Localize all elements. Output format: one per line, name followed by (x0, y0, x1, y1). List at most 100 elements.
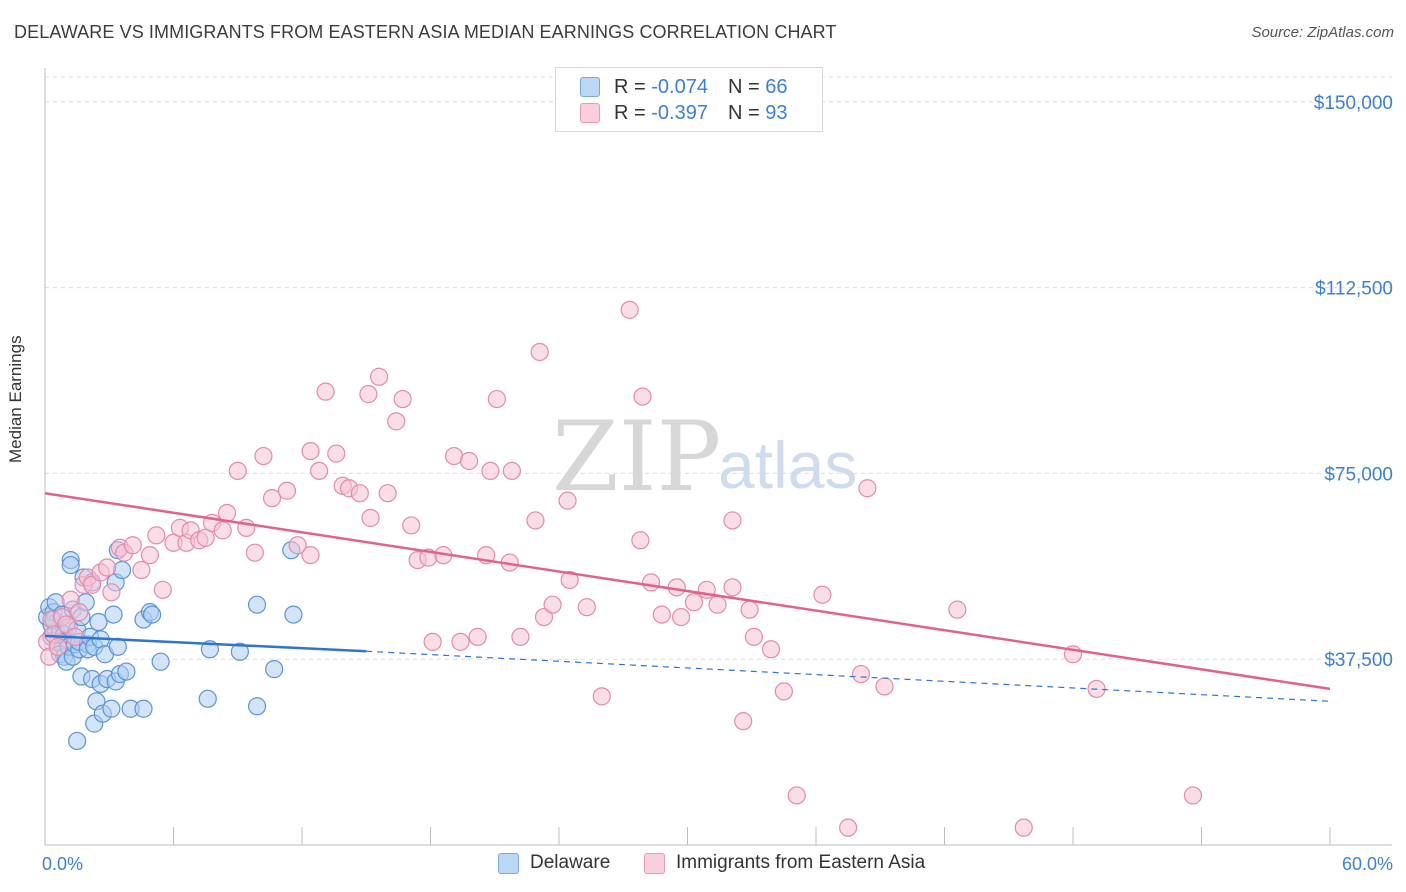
delaware-point-59 (198, 689, 217, 708)
immigrants-point-75 (592, 687, 611, 706)
immigrants-point-76 (620, 300, 639, 319)
legend-row-delaware: R = -0.074 N = 66 (580, 74, 787, 100)
y-tick-label-0: $37,500 (1324, 650, 1393, 671)
delaware-point-62 (247, 697, 267, 716)
immigrants-point-47 (359, 385, 378, 404)
immigrants-point-80 (652, 605, 671, 624)
immigrants-point-12 (83, 575, 102, 594)
immigrants-point-19 (132, 560, 151, 580)
bottom-legend-immigrants: Immigrants from Eastern Asia (644, 852, 925, 874)
bottom-legend-label-immigrants: Immigrants from Eastern Asia (676, 852, 926, 873)
legend-n-value-immigrants: 93 (765, 101, 788, 124)
immigrants-point-36 (262, 489, 282, 508)
delaware-point-64 (265, 660, 284, 679)
immigrants-point-72 (558, 491, 577, 510)
immigrants-point-20 (140, 546, 160, 565)
immigrants-point-103 (1183, 786, 1203, 805)
immigrants-point-77 (631, 531, 650, 550)
immigrants-point-82 (671, 607, 691, 627)
immigrants-point-21 (147, 526, 166, 545)
delaware-point-58 (151, 652, 170, 671)
immigrants-point-60 (459, 451, 479, 471)
immigrants-point-37 (277, 481, 297, 500)
trend-lines (44, 491, 1331, 702)
immigrants-point-73 (560, 570, 579, 590)
immigrants-point-51 (387, 412, 406, 431)
legend-n-label: N = (727, 101, 760, 124)
x-tick-label-right: 60.0% (1342, 854, 1393, 874)
watermark-atlas: atlas (718, 428, 857, 502)
delaware-trend-line (44, 634, 367, 653)
x-tick-label-left: 0.0% (42, 854, 83, 874)
immigrants-point-4 (48, 637, 67, 656)
immigrants-point-42 (316, 382, 335, 401)
y-tick-label-3: $150,000 (1314, 93, 1393, 114)
immigrants-point-61 (468, 627, 487, 646)
y-tick-label-2: $112,500 (1315, 279, 1393, 300)
immigrants-point-35 (254, 446, 273, 466)
y-tick-labels: $37,500 $75,000 $112,500 $150,000 (1314, 93, 1393, 671)
immigrants-point-89 (740, 600, 759, 619)
legend-row-immigrants: R = -0.397 N = 93 (580, 100, 787, 126)
immigrants-point-78 (633, 387, 652, 406)
immigrants-point-69 (530, 342, 549, 362)
delaware-point-66 (284, 605, 303, 624)
immigrants-point-67 (511, 627, 530, 646)
delaware-point-51 (112, 560, 132, 580)
immigrants-point-53 (402, 516, 421, 535)
immigrants-point-95 (839, 818, 858, 837)
delaware-point-23 (68, 731, 87, 751)
immigrants-point-93 (787, 786, 806, 805)
delaware-point-38 (89, 612, 108, 632)
watermark-zip: ZIP (552, 401, 721, 513)
immigrants-point-83 (684, 593, 704, 612)
immigrants-point-64 (487, 389, 506, 409)
immigrants-point-41 (310, 461, 329, 481)
bottom-legend-delaware: Delaware (498, 852, 610, 874)
delaware-point-45 (104, 605, 123, 624)
immigrants-point-48 (361, 508, 380, 528)
delaware-point-61 (230, 642, 249, 661)
immigrants-point-70 (534, 607, 554, 627)
legend-r-label: R = (614, 101, 646, 124)
delaware-point-52 (117, 662, 136, 681)
immigrants-points (38, 300, 1203, 837)
delaware-point-44 (102, 699, 121, 718)
legend-r-value-delaware: -0.074 (651, 75, 708, 98)
correlation-legend: R = -0.074 N = 66 R = -0.397 N = 93 (555, 67, 823, 132)
immigrants-point-30 (213, 521, 232, 540)
immigrants-point-85 (708, 595, 727, 614)
immigrants-point-14 (98, 558, 117, 577)
watermark: ZIP atlas (552, 401, 857, 513)
immigrants-point-100 (1014, 818, 1033, 837)
source-label: Source: ZipAtlas.com (1251, 24, 1394, 41)
immigrants-point-38 (288, 536, 307, 555)
delaware-point-57 (142, 605, 162, 624)
immigrants-point-66 (502, 461, 521, 481)
immigrants-point-9 (70, 603, 89, 622)
delaware-trend-extension (366, 650, 1331, 702)
immigrants-point-86 (723, 578, 742, 597)
immigrants-point-39 (301, 546, 320, 565)
legend-n-label: N = (727, 75, 760, 98)
immigrants-point-68 (526, 511, 545, 530)
immigrants-point-74 (577, 598, 596, 617)
immigrants-point-96 (851, 664, 871, 684)
immigrants-point-7 (61, 590, 80, 609)
immigrants-point-32 (228, 461, 247, 481)
immigrants-point-94 (813, 585, 832, 604)
immigrants-point-40 (301, 441, 320, 461)
immigrants-point-50 (378, 484, 397, 503)
immigrants-point-49 (370, 367, 389, 386)
grid-layer (45, 76, 1392, 660)
immigrants-trend-line (44, 491, 1331, 691)
immigrants-point-18 (123, 536, 142, 555)
immigrants-point-43 (327, 444, 346, 463)
immigrants-point-90 (744, 627, 763, 646)
bottom-legend-label-delaware: Delaware (530, 852, 611, 873)
immigrants-point-52 (393, 389, 412, 409)
legend-r-label: R = (614, 75, 646, 98)
immigrants-point-99 (948, 600, 967, 619)
immigrants-point-79 (641, 573, 661, 592)
